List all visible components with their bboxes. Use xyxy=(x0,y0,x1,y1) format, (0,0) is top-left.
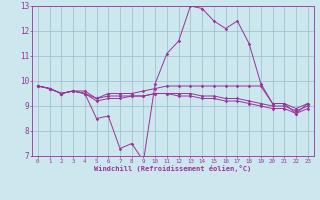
X-axis label: Windchill (Refroidissement éolien,°C): Windchill (Refroidissement éolien,°C) xyxy=(94,165,252,172)
